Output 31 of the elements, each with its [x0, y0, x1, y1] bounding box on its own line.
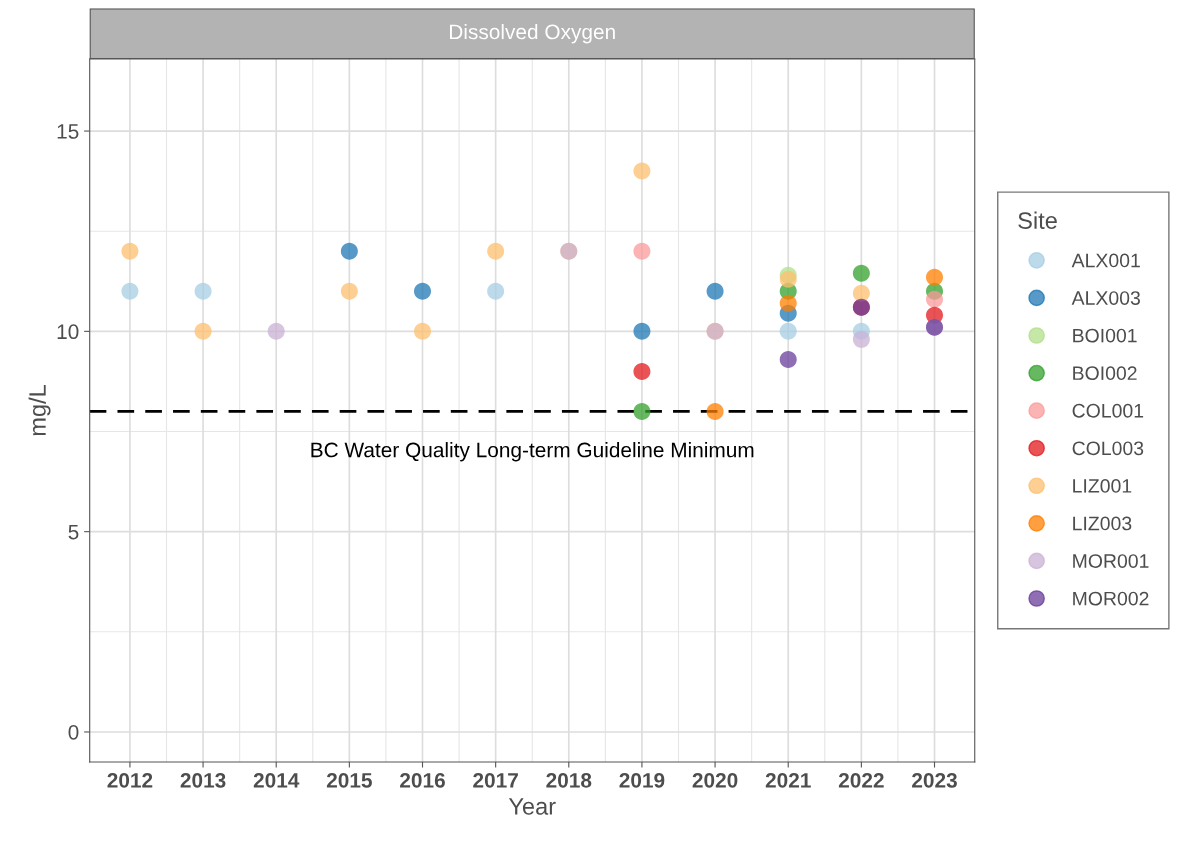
legend-label: BOI001 [1073, 328, 1137, 343]
legend-label: MOR001 [1073, 554, 1149, 568]
x-tick-label: 2016 [400, 772, 445, 788]
legend-label: ALX003 [1071, 291, 1140, 305]
legend-title: Site [1018, 211, 1057, 229]
chart-title: Dissolved Oxygen [449, 23, 615, 44]
legend-label: BOI002 [1073, 366, 1137, 381]
y-axis-title: mg/L [28, 385, 51, 436]
legend-label: ALX001 [1071, 253, 1140, 268]
x-tick-label: 2013 [180, 772, 226, 788]
legend-label: MOR002 [1073, 591, 1149, 606]
legend-label: COL001 [1072, 403, 1144, 418]
ref-line-label: BC Water Quality Long-term Guideline Minimum [311, 442, 754, 462]
x-tick-label: 2019 [619, 772, 665, 788]
x-tick-label: 2022 [838, 772, 884, 788]
x-tick-label: 2020 [692, 772, 738, 788]
x-tick-label: 2018 [546, 772, 592, 788]
y-tick-label: 10 [57, 324, 79, 340]
x-tick-label: 2017 [473, 772, 518, 788]
legend-label: COL003 [1072, 441, 1144, 456]
x-axis-title: Year [508, 798, 556, 815]
y-tick-label: 5 [68, 524, 79, 540]
x-tick-label: 2012 [107, 772, 153, 788]
x-tick-label: 2015 [326, 772, 372, 788]
y-tick-label: 15 [57, 124, 79, 139]
legend-label: LIZ001 [1073, 479, 1132, 493]
y-tick-label: 0 [68, 724, 79, 740]
x-tick-label: 2014 [253, 772, 300, 788]
x-tick-label: 2023 [912, 772, 957, 788]
legend-label: LIZ003 [1073, 516, 1132, 531]
x-tick-label: 2021 [765, 772, 811, 788]
